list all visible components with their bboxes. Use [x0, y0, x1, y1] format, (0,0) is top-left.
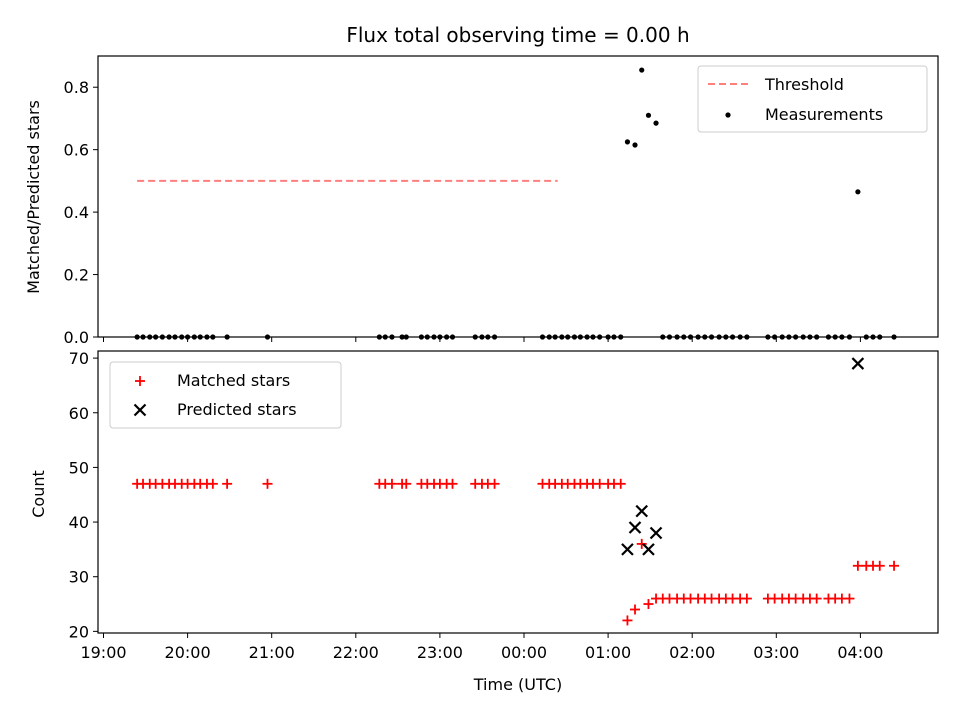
legend-box [697, 65, 928, 133]
predicted-marker-b [649, 526, 663, 540]
bottom-y-tick-label: 30 [69, 568, 89, 587]
matched-star-point [615, 478, 626, 489]
legend-predicted-swatch [133, 403, 147, 417]
predicted-marker-b [635, 504, 649, 518]
matched-star-point [889, 560, 900, 571]
matched-star-point [852, 560, 863, 571]
bottom-plot-panel: 20 30 40 50 60 70 19:00 20:00 21:00 22:00 23:00 00:… [69, 349, 939, 662]
matched-star-point [489, 478, 500, 489]
matched-star-point [622, 615, 633, 626]
bottom-x-tick-label: 01:00 [585, 643, 631, 662]
legend-measurement-label: Measurements [765, 105, 883, 124]
predicted-marker-b [851, 357, 865, 370]
matched-star-point [874, 560, 885, 571]
bottom-x-tick-label: 21:00 [249, 643, 295, 662]
bottom-x-tick-label: 22:00 [333, 643, 379, 662]
bottom-legend: Matched stars Predicted stars [109, 361, 342, 429]
bottom-x-tick-label: 20:00 [165, 643, 211, 662]
bottom-y-axis-label: Count [29, 470, 48, 518]
predicted-marker-b [642, 543, 655, 556]
matched-star-point [811, 593, 822, 604]
chart-title: Flux total observing time = 0.00 h [346, 23, 689, 47]
bottom-y-tick-label: 40 [69, 513, 89, 532]
matched-star-point [262, 478, 273, 489]
predicted-marker-b [621, 543, 634, 556]
predicted-star-point [635, 504, 649, 518]
matched-star-point [636, 538, 647, 549]
top-y-tick-label: 0.8 [64, 78, 89, 97]
legend-measurement-swatch [725, 112, 731, 118]
matched-star-point [741, 593, 752, 604]
measurement-point [624, 139, 631, 145]
bottom-x-tick-label: 03:00 [753, 643, 799, 662]
predicted-marker-b [628, 521, 642, 534]
matched-star-point [630, 604, 641, 615]
x-axis-label: Time (UTC) [473, 675, 562, 694]
predicted-star-point [621, 543, 634, 556]
predicted-star-point [628, 521, 642, 534]
top-y-axis-label: Matched/Predicted stars [24, 100, 43, 294]
bottom-x-tick-label: 00:00 [501, 643, 547, 662]
predicted-star-point [642, 543, 655, 556]
legend-predicted-label: Predicted stars [177, 400, 297, 419]
matched-star-point [643, 599, 654, 610]
top-legend: Threshold Measurements [697, 65, 928, 133]
predicted-star-point [851, 357, 865, 370]
measurement-point [653, 120, 659, 126]
top-y-tick-label: 0.0 [64, 328, 89, 347]
bottom-y-tick-label: 50 [69, 458, 89, 477]
matched-star-point [401, 478, 412, 489]
matched-star-point [222, 478, 233, 489]
matched-star-point [386, 478, 397, 489]
bottom-y-tick-label: 70 [69, 349, 89, 368]
top-y-tick-label: 0.6 [64, 141, 89, 160]
top-y-tick-label: 0.2 [64, 266, 89, 285]
measurement-point [645, 112, 652, 118]
bottom-y-tick-label: 60 [69, 404, 89, 423]
legend-threshold-label: Threshold [764, 75, 844, 94]
bottom-y-tick-label: 20 [69, 622, 89, 641]
matched-star-point [844, 593, 855, 604]
top-y-tick-label: 0.4 [64, 203, 89, 222]
predicted-star-point [649, 526, 663, 540]
matched-star-point [447, 478, 458, 489]
measurement-point [855, 189, 861, 195]
bottom-axes-frame [97, 350, 939, 634]
top-plot-panel: 0.0 0.2 0.4 0.6 0.8 [64, 55, 939, 347]
legend-box [109, 361, 342, 429]
matched-star-point [207, 478, 218, 489]
bottom-x-tick-label: 04:00 [837, 643, 883, 662]
bottom-x-tick-label: 23:00 [417, 643, 463, 662]
matched-star-point [594, 478, 605, 489]
legend-matched-label: Matched stars [177, 371, 290, 390]
measurement-point [632, 142, 638, 148]
bottom-x-tick-label: 02:00 [669, 643, 715, 662]
bottom-x-tick-label: 19:00 [80, 643, 126, 662]
measurement-point [639, 67, 645, 73]
top-axes-frame [97, 55, 939, 338]
